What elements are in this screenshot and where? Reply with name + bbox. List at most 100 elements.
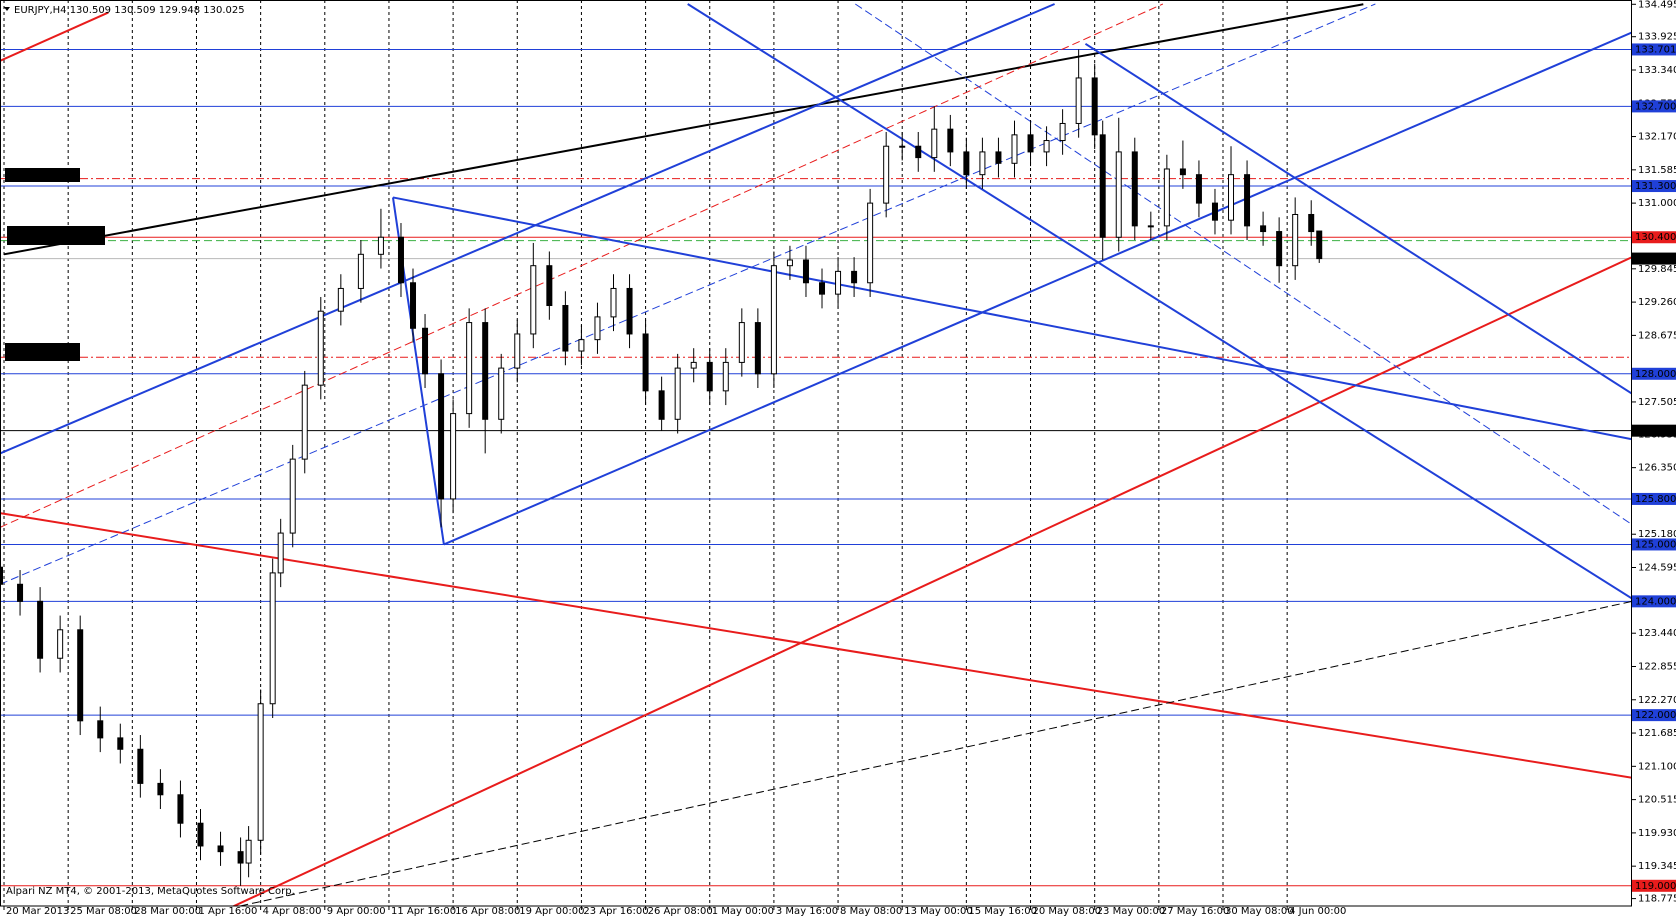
candle-body [37, 600, 44, 659]
candle-body [658, 390, 665, 420]
trendline [0, 512, 1632, 779]
level-label: 122.000 [1635, 710, 1676, 721]
candle-body [1211, 202, 1218, 221]
candle-body [899, 145, 906, 148]
candle-body [410, 282, 417, 329]
candle-body [514, 333, 521, 369]
candle-body [706, 361, 713, 392]
trendline [0, 11, 109, 62]
trendline [0, 3, 1164, 528]
candle-body [257, 703, 264, 841]
x-tick-label: 20 Mar 2013 [6, 906, 69, 917]
symbol-icon [4, 7, 10, 11]
level-label-box [1632, 252, 1676, 265]
candle-body [530, 265, 537, 335]
x-tick-label: 28 Mar 00:00 [134, 906, 201, 917]
candle-body [1276, 231, 1283, 267]
x-tick-label: 23 Apr 16:00 [583, 906, 648, 917]
candle-body [819, 282, 826, 295]
candle-body [1027, 134, 1034, 153]
x-tick-label: 27 May 16:00 [1161, 906, 1230, 917]
candle-body [0, 566, 3, 585]
candle-body [626, 287, 633, 335]
level-label: 130.400 [1635, 232, 1676, 243]
candle-body [674, 367, 681, 420]
x-tick-label: 26 Apr 08:00 [648, 906, 713, 917]
candle-body [1059, 122, 1066, 142]
candle-body [482, 322, 489, 420]
candle-body [269, 572, 276, 705]
plot-area [0, 0, 1632, 906]
y-tick-label: 129.845 [1638, 264, 1676, 275]
y-tick-label: 119.930 [1638, 828, 1676, 839]
candle-body [422, 327, 429, 375]
candle-body [979, 151, 986, 176]
level-label-box [1632, 595, 1676, 608]
candle-body [642, 333, 649, 392]
x-tick-label: 1 May 00:00 [712, 906, 774, 917]
level-label: 124.000 [1635, 596, 1676, 607]
candle-body [610, 287, 617, 318]
y-tick-label: 121.100 [1638, 761, 1676, 772]
y-tick-label: 126.350 [1638, 463, 1676, 474]
y-tick-label: 134.495 [1638, 0, 1676, 10]
y-tick-label: 132.170 [1638, 132, 1676, 143]
candle-body [1195, 174, 1202, 204]
trendline [231, 256, 1632, 906]
candle-body [197, 822, 204, 847]
candle-body [17, 583, 24, 602]
trendline [443, 31, 1632, 546]
candle-body [1260, 225, 1267, 233]
candle-body [1228, 174, 1235, 221]
candle-body [851, 270, 858, 284]
candle-body [1099, 134, 1106, 238]
candle-body [438, 373, 445, 500]
candle-body [337, 287, 344, 312]
candle-body [450, 413, 457, 500]
level-label-box [1632, 538, 1676, 551]
candle-body [1075, 77, 1082, 124]
y-tick-label: 124.595 [1638, 562, 1676, 573]
level-label: 119.000 [1635, 881, 1676, 892]
candle-body [578, 339, 585, 352]
candle-body [1091, 77, 1098, 136]
candle-body [947, 128, 954, 153]
candle-body [1179, 168, 1186, 176]
x-tick-label: 15 May 16:00 [968, 906, 1037, 917]
level-label-box [1632, 43, 1676, 56]
candle-body [1131, 151, 1138, 227]
x-tick-label: 25 Mar 08:00 [70, 906, 137, 917]
candle-body [237, 851, 244, 864]
candle-body [97, 720, 104, 739]
y-tick-label: 127.505 [1638, 397, 1676, 408]
level-label: 130.025 [1635, 254, 1676, 265]
candle-body [915, 145, 922, 159]
candle-body [57, 629, 64, 659]
trendline [0, 3, 1376, 585]
level-label: 131.300 [1635, 181, 1676, 192]
candle-body [301, 384, 308, 460]
y-tick-label: 123.440 [1638, 628, 1676, 639]
candle-body [963, 151, 970, 176]
candle-body [835, 270, 842, 295]
y-tick-label: 129.260 [1638, 297, 1676, 308]
y-tick-label: 133.340 [1638, 65, 1676, 76]
x-tick-label: 11 Apr 16:00 [391, 906, 456, 917]
redacted-box [5, 343, 80, 361]
candle-body [117, 737, 124, 750]
candle-body [883, 145, 890, 204]
candle-body [1011, 134, 1018, 164]
x-tick-label: 9 Apr 00:00 [327, 906, 386, 917]
x-tick-label: 16 Apr 08:00 [455, 906, 520, 917]
x-tick-label: 1 Apr 16:00 [198, 906, 257, 917]
candle-body [594, 316, 601, 341]
y-tick-label: 118.775 [1638, 894, 1676, 905]
candle-body [177, 794, 184, 824]
x-tick-label: 13 May 00:00 [904, 906, 973, 917]
x-tick-label: 4 Jun 00:00 [1289, 906, 1346, 917]
level-label-box [1632, 100, 1676, 113]
trendline [3, 3, 1364, 256]
y-tick-label: 131.000 [1638, 198, 1676, 209]
level-label-box [1632, 367, 1676, 380]
candle-body [738, 322, 745, 363]
